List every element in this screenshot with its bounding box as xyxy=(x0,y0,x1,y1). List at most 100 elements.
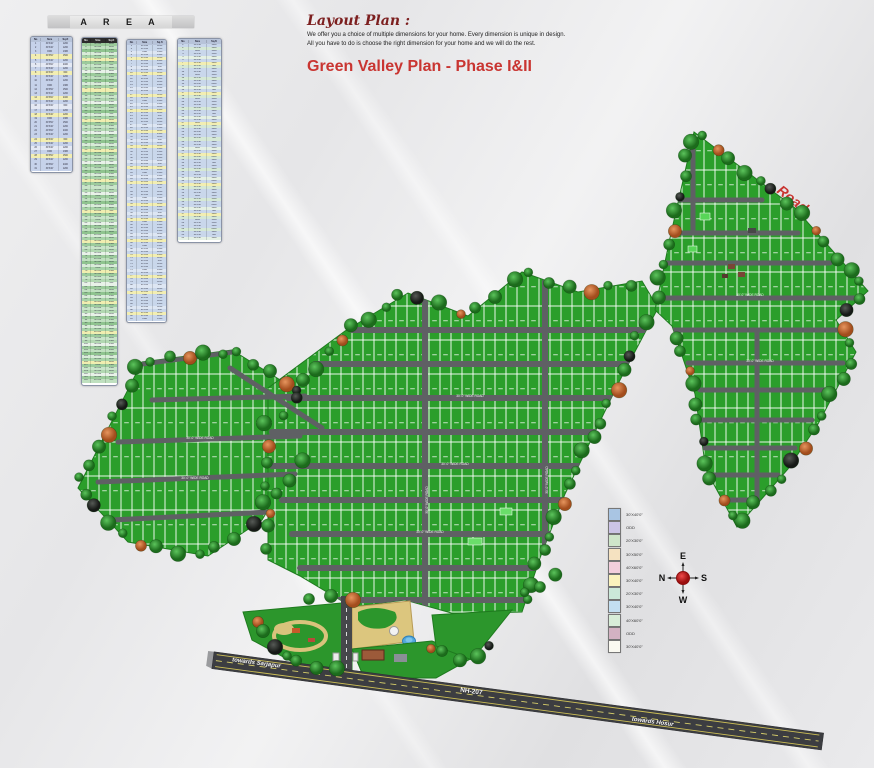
legend-swatch xyxy=(608,574,621,588)
tree-icon xyxy=(270,487,283,500)
table-row: 46 40'X60' 2400 xyxy=(178,179,221,183)
table-row: 29 30'X40' 1200 xyxy=(31,158,72,163)
table-row: 23 30'X40' 1200 xyxy=(82,109,117,113)
tree-icon xyxy=(629,330,640,341)
table-row: 14 40'X60' 2400 xyxy=(82,82,117,86)
tree-icon xyxy=(544,532,555,542)
tree-icon xyxy=(324,346,335,357)
title-block: Layout Plan : We offer you a choice of m… xyxy=(307,13,637,76)
table-row: 55 30'X40' 1200 xyxy=(178,206,221,210)
tree-icon xyxy=(539,544,552,556)
tree-icon xyxy=(697,130,708,141)
table-row: 24 20'X30' 600 xyxy=(82,112,117,116)
table-row: 90 30'X40' 1200 xyxy=(127,314,166,318)
table-row: 15 30'X40' 1200 xyxy=(178,86,221,90)
tree-icon xyxy=(208,541,220,553)
table-row: 56 20'X30' 600 xyxy=(178,209,221,213)
tree-icon xyxy=(756,176,766,186)
table-row: 35 ODD 1386 xyxy=(178,146,221,150)
table-row: 33 30'X40' 1200 xyxy=(82,140,117,144)
table-row: 32 20'X30' 600 xyxy=(82,136,117,140)
table-row: 25 30'X40' 1200 xyxy=(127,117,166,121)
table-row: 28 30'X50' 1500 xyxy=(127,126,166,130)
table-row: 11 ODD 1386 xyxy=(178,74,221,78)
table-row: 102 40'X60' 2400 xyxy=(82,349,117,353)
plot-area-table-4: No Size Sq.ft 1 30'X40' 1200 2 30'X40' 1200 3 ODD 1… xyxy=(177,38,222,243)
table-row: 59 ODD 1386 xyxy=(178,218,221,222)
table-row: 67 ODD 1386 xyxy=(82,243,117,247)
tree-icon xyxy=(135,539,147,552)
table-row: 45 30'X40' 1200 xyxy=(178,176,221,180)
tree-icon xyxy=(718,494,731,507)
table-row: 24 20'X30' 600 xyxy=(127,114,166,118)
tree-icon xyxy=(381,302,392,313)
table-row: 27 ODD 1386 xyxy=(178,122,221,126)
table-row: 12 30'X50' 1500 xyxy=(178,77,221,81)
table-row: 79 30'X40' 1200 xyxy=(82,279,117,283)
legend-swatch xyxy=(608,547,621,561)
tree-icon xyxy=(610,382,628,399)
tree-icon xyxy=(328,660,345,677)
table-row: 11 ODD 1386 xyxy=(82,73,117,77)
table-row: 76 30'X50' 1500 xyxy=(127,272,166,276)
table-row: 80 20'X30' 600 xyxy=(82,282,117,286)
table-row: 57 30'X40' 1200 xyxy=(127,214,166,218)
legend-item: 40'X60'0" xyxy=(608,560,643,574)
table-row: 40 20'X30' 600 xyxy=(178,161,221,165)
table-row: 16 20'X30' 600 xyxy=(82,88,117,92)
table-row: 57 30'X40' 1200 xyxy=(178,212,221,216)
tree-icon xyxy=(601,398,612,409)
table-row: 7 30'X40' 1200 xyxy=(178,62,221,66)
table-row: 65 30'X40' 1200 xyxy=(178,237,221,241)
internal-roads xyxy=(95,137,858,614)
table-row: 19 ODD 1386 xyxy=(127,99,166,103)
layout-plan-heading: Layout Plan : xyxy=(307,13,411,29)
tree-icon xyxy=(519,587,530,598)
table-row: 1 30'X40' 1200 xyxy=(31,42,72,47)
tree-icon xyxy=(336,334,349,347)
tree-icon xyxy=(100,514,117,531)
compass-east: E xyxy=(680,551,686,561)
tree-icon xyxy=(696,455,713,472)
table-row: 51 ODD 1386 xyxy=(82,194,117,198)
table-row: 38 40'X60' 2400 xyxy=(82,155,117,159)
legend-item: 30'X40'0" xyxy=(608,574,643,588)
tree-icon xyxy=(484,640,494,651)
table-header: No Size Sq.ft xyxy=(82,38,117,43)
table-row: 50 30'X40' 1200 xyxy=(82,191,117,195)
table-row: 32 20'X30' 600 xyxy=(178,137,221,141)
description-text: We offer you a choice of multiple dimens… xyxy=(307,32,566,47)
table-row: 2 30'X40' 1200 xyxy=(82,46,117,50)
table-row: 40 20'X30' 600 xyxy=(82,161,117,165)
table-row: 19 ODD 1386 xyxy=(178,98,221,102)
table-row: 85 30'X40' 1200 xyxy=(127,299,166,303)
table-row: 92 30'X50' 1500 xyxy=(82,318,117,322)
table-row: 62 40'X60' 2400 xyxy=(127,229,166,233)
table-row: 78 40'X60' 2400 xyxy=(82,276,117,280)
table-row: 5 30'X40' 1200 xyxy=(82,55,117,59)
table-row: 61 30'X40' 1200 xyxy=(127,226,166,230)
table-row: 9 30'X40' 1200 xyxy=(178,68,221,72)
tree-icon xyxy=(844,337,855,348)
legend-item: 20'X30'0" xyxy=(608,587,643,601)
legend-swatch xyxy=(608,534,621,548)
table-row: 23 30'X40' 1200 xyxy=(127,111,166,115)
table-row: 12 30'X50' 1500 xyxy=(82,76,117,80)
tree-icon xyxy=(853,293,866,305)
tree-icon xyxy=(116,398,128,411)
tree-icon xyxy=(808,423,820,436)
table-row: 5 30'X40' 1200 xyxy=(178,56,221,60)
highlighted-plots xyxy=(467,212,756,546)
table-row: 3 ODD 1386 xyxy=(127,51,166,55)
table-row: 78 40'X60' 2400 xyxy=(127,278,166,282)
table-row: 62 40'X60' 2400 xyxy=(82,227,117,231)
table-row: 54 40'X60' 2400 xyxy=(178,203,221,207)
table-row: 30 40'X60' 2400 xyxy=(178,131,221,135)
tree-icon xyxy=(673,345,686,358)
table-row: 20 30'X50' 1500 xyxy=(31,120,72,126)
table-row: 54 40'X60' 2400 xyxy=(127,205,166,209)
tree-icon xyxy=(469,648,487,665)
tree-icon xyxy=(682,133,700,150)
road-labels: 30'-0" WIDE ROAD 30'-0" WIDE ROAD 30'-0"… xyxy=(181,293,774,534)
table-row: 87 30'X40' 1200 xyxy=(127,305,166,309)
